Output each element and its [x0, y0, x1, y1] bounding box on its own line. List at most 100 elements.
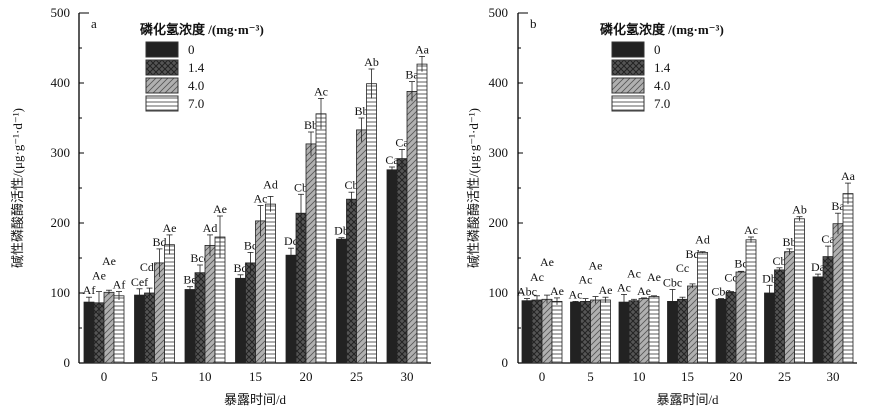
data-label: Cc	[724, 271, 737, 285]
legend-label: 0	[188, 42, 195, 57]
bar	[628, 300, 640, 364]
bar	[687, 285, 698, 364]
data-label: Db	[762, 271, 777, 285]
y-tick-label: 500	[489, 5, 509, 20]
y-tick-label: 400	[489, 75, 509, 90]
bar	[541, 298, 553, 364]
legend-label: 4.0	[654, 78, 670, 93]
bar	[184, 289, 196, 364]
data-label: Bd	[152, 235, 166, 249]
bar	[416, 63, 428, 364]
bar	[164, 244, 175, 364]
data-label: Ca	[385, 153, 399, 167]
bar	[154, 262, 165, 364]
bar	[531, 299, 543, 364]
legend-swatch	[611, 95, 645, 112]
x-tick-label: 0	[539, 369, 546, 384]
x-tick-label: 25	[778, 369, 791, 384]
data-label: Bc	[244, 238, 257, 252]
legend-swatch	[145, 95, 179, 112]
data-label: Ba	[831, 199, 845, 213]
data-label: Ae	[550, 284, 564, 298]
data-label: Ab	[364, 55, 379, 69]
data-label: Cb	[294, 180, 308, 194]
panel-label: b	[530, 16, 537, 31]
data-label: Abc	[517, 285, 537, 299]
bar	[822, 256, 834, 364]
data-label: Ac	[579, 273, 593, 287]
x-tick-label: 10	[633, 369, 646, 384]
legend-label: 1.4	[188, 60, 205, 75]
data-label: Bd	[685, 247, 699, 261]
legend-label: 4.0	[188, 78, 204, 93]
bar	[812, 276, 824, 364]
y-axis-label: 碱性磷酸酶活性/(μg·g⁻¹·d⁻¹)	[466, 108, 481, 268]
bar	[235, 277, 246, 364]
bar	[144, 292, 155, 364]
bar	[113, 295, 125, 364]
x-tick-label: 25	[350, 369, 363, 384]
legend-label: 1.4	[654, 60, 671, 75]
y-tick-label: 0	[64, 355, 71, 370]
x-tick-label: 10	[199, 369, 212, 384]
data-label: Cb	[344, 178, 358, 192]
x-tick-label: 15	[681, 369, 694, 384]
legend-title: 磷化氢浓度 /(mg·m⁻³)	[140, 22, 264, 37]
bar	[406, 91, 418, 364]
bar	[725, 291, 737, 364]
data-label: Ca	[821, 232, 835, 246]
y-tick-label: 100	[489, 285, 509, 300]
bar	[356, 129, 367, 364]
bar	[305, 143, 317, 364]
bar	[618, 301, 630, 364]
x-tick-label: 30	[401, 369, 414, 384]
data-label: Ae	[213, 202, 227, 216]
bar	[784, 251, 795, 364]
bar	[677, 298, 688, 364]
bar	[285, 254, 297, 364]
x-tick-label: 0	[101, 369, 108, 384]
bar	[245, 262, 256, 364]
y-tick-label: 400	[51, 75, 71, 90]
x-tick-label: 30	[827, 369, 840, 384]
data-label: Aa	[415, 42, 430, 56]
bar	[83, 301, 95, 364]
data-label: Ad	[263, 177, 278, 191]
legend-swatch	[611, 59, 645, 76]
bar	[204, 244, 216, 364]
data-label: Ab	[792, 203, 807, 217]
bar	[194, 272, 206, 364]
bar	[638, 298, 650, 364]
data-label: Bd	[233, 261, 247, 275]
data-label: Ae	[102, 254, 116, 268]
bar	[600, 299, 611, 364]
bar	[295, 212, 307, 364]
data-label: Ae	[540, 255, 554, 269]
x-axis-label: 暴露时间/d	[224, 392, 287, 407]
bar	[521, 300, 533, 364]
x-tick-label: 5	[151, 369, 158, 384]
data-label: Db	[334, 224, 349, 238]
bar	[366, 83, 377, 364]
data-label: Da	[811, 260, 826, 274]
y-tick-label: 0	[502, 355, 509, 370]
data-label: Ac	[569, 287, 583, 301]
data-label: Ac	[744, 223, 758, 237]
data-label: Af	[83, 283, 96, 297]
bar	[715, 298, 727, 364]
data-label: Ac	[314, 84, 328, 98]
data-label: Ae	[92, 269, 106, 283]
data-label: Ba	[405, 68, 419, 82]
data-label: Ae	[589, 259, 603, 273]
panel-a: 0100200300400500碱性磷酸酶活性/(μg·g⁻¹·d⁻¹)暴露时间…	[10, 5, 431, 407]
y-tick-label: 500	[51, 5, 71, 20]
data-label: Cbc	[663, 276, 682, 290]
bar	[103, 291, 115, 364]
x-tick-label: 20	[300, 369, 313, 384]
bar	[551, 300, 563, 364]
bar	[590, 299, 601, 364]
bar	[832, 223, 844, 364]
legend-title: 磷化氢浓度 /(mg·m⁻³)	[600, 22, 724, 37]
bar	[255, 220, 266, 364]
data-label: Dc	[284, 234, 298, 248]
